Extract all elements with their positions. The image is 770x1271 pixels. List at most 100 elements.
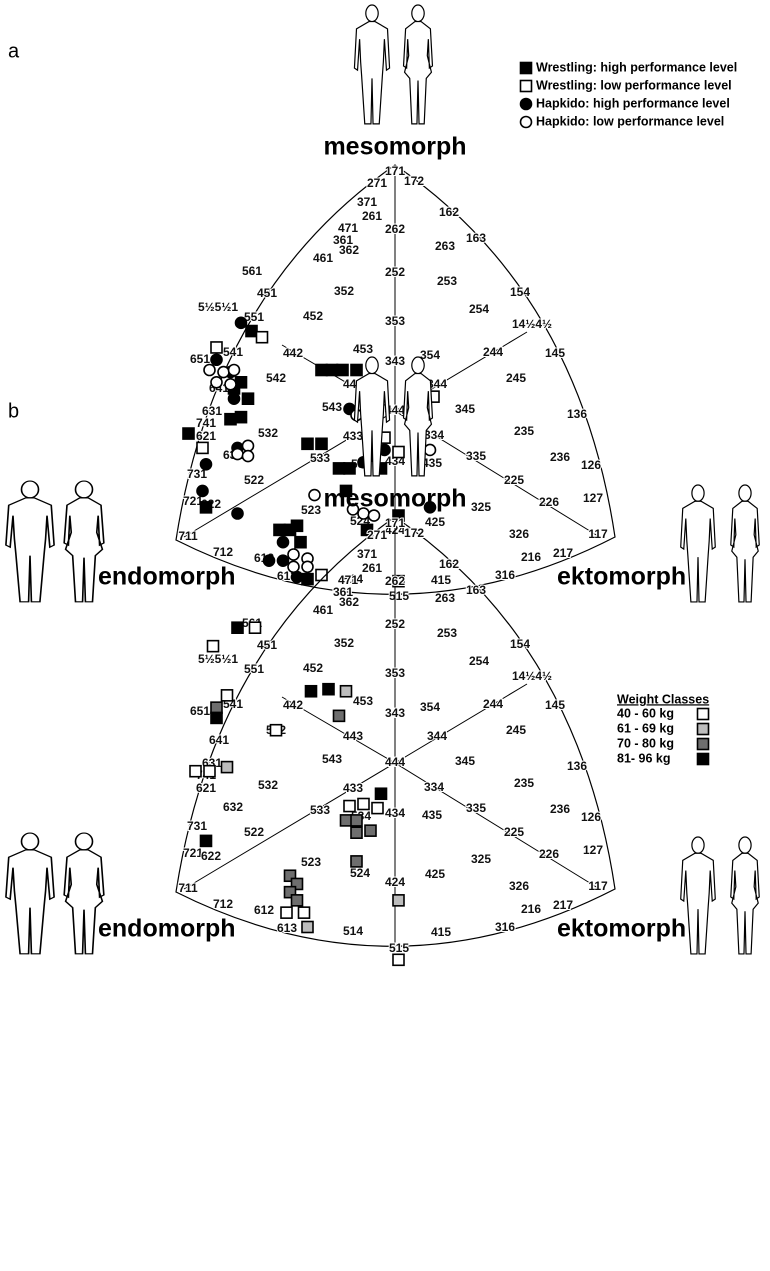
somatotype-label: 651 [190, 704, 210, 718]
point [334, 463, 345, 474]
figure-head [21, 481, 38, 498]
point [232, 622, 243, 633]
legend-marker [521, 81, 532, 92]
point [201, 502, 212, 513]
point [183, 428, 194, 439]
somatotype-label: 453 [353, 342, 373, 356]
point [201, 459, 212, 470]
somatotype-label: 542 [266, 371, 286, 385]
point [243, 440, 254, 451]
point [302, 561, 313, 572]
somatotype-label: 235 [514, 424, 534, 438]
point [197, 485, 208, 496]
somatotype-label: 225 [504, 473, 524, 487]
somatotype-label: 126 [581, 458, 601, 472]
point [211, 354, 222, 365]
somatotype-label: 325 [471, 500, 491, 514]
somatotype-label: 451 [257, 286, 277, 300]
somatotype-label: 263 [435, 239, 455, 253]
somatotype-label: 543 [322, 752, 342, 766]
legend-marker [698, 724, 709, 735]
legend-label: Hapkido: high performance level [536, 96, 730, 110]
somatotype-label: 435 [422, 808, 442, 822]
point [306, 686, 317, 697]
somatotype-label: 335 [466, 801, 486, 815]
point [236, 317, 247, 328]
point [309, 490, 320, 501]
point [264, 555, 275, 566]
somatotype-label: 252 [385, 265, 405, 279]
somatotype-label: 261 [362, 209, 382, 223]
somatotype-label: 253 [437, 274, 457, 288]
point [372, 803, 383, 814]
somatotype-label: 326 [509, 527, 529, 541]
somatotype-label: 244 [483, 697, 503, 711]
point [211, 712, 222, 723]
somatotype-label: 443 [343, 729, 363, 743]
somatotype-label: 621 [196, 429, 216, 443]
somatotype-label: 415 [431, 925, 451, 939]
panel-label: a [8, 40, 20, 62]
somatotype-label: 515 [389, 589, 409, 603]
somatotype-label: 145 [545, 698, 565, 712]
point [278, 555, 289, 566]
somatotype-label: 352 [334, 284, 354, 298]
pole-label: mesomorph [323, 133, 466, 161]
somatotype-label: 362 [339, 243, 359, 257]
figure: a171271172371162261471262163361362263461… [0, 0, 770, 1266]
somatotype-label: 14½4½ [512, 669, 552, 683]
somatotype-label: 235 [514, 776, 534, 790]
point [229, 393, 240, 404]
somatotype-label: 225 [504, 825, 524, 839]
legend-label: Wrestling: high performance level [536, 60, 737, 74]
point [211, 377, 222, 388]
point [337, 365, 348, 376]
somatotype-label: 136 [567, 407, 587, 421]
somatotype-label: 126 [581, 810, 601, 824]
somatotype-label: 353 [385, 666, 405, 680]
somatotype-label: 442 [283, 698, 303, 712]
somatotype-label: 541 [223, 345, 243, 359]
somatotype-label: 621 [196, 781, 216, 795]
somatotype-label: 154 [510, 637, 530, 651]
somatotype-label: 127 [583, 843, 603, 857]
legend-label: 70 - 80 kg [617, 736, 674, 750]
point [351, 856, 362, 867]
somatotype-label: 451 [257, 638, 277, 652]
pole-label: endomorph [98, 563, 236, 591]
point [351, 827, 362, 838]
legend-marker [698, 709, 709, 720]
somatotype-label: 352 [334, 636, 354, 650]
panel-label: b [8, 400, 19, 422]
somatotype-label: 533 [310, 451, 330, 465]
legend-label: Wrestling: low performance level [536, 78, 732, 92]
somatotype-label: 731 [187, 819, 207, 833]
somatotype-label: 253 [437, 626, 457, 640]
point [243, 451, 254, 462]
figure-head [366, 5, 378, 22]
point [302, 574, 313, 585]
somatotype-label: 515 [389, 941, 409, 955]
point [201, 835, 212, 846]
somatotype-label: 163 [466, 583, 486, 597]
somatotype-label: 171 [385, 164, 405, 178]
point [292, 572, 303, 583]
somatotype-label: 172 [404, 174, 424, 188]
point [376, 788, 387, 799]
point [295, 537, 306, 548]
figure-head [412, 5, 424, 22]
point [225, 414, 236, 425]
pole-label: mesomorph [323, 485, 466, 513]
figure-head [692, 837, 704, 853]
point [299, 907, 310, 918]
somatotype-label: 344 [427, 729, 447, 743]
legend-marker [521, 117, 532, 128]
point [229, 365, 240, 376]
somatotype-label: 452 [303, 309, 323, 323]
somatotype-label: 316 [495, 568, 515, 582]
somatotype-label: 613 [277, 921, 297, 935]
somatotype-label: 532 [258, 778, 278, 792]
somatotype-label: 345 [455, 754, 475, 768]
somatotype-label: 171 [385, 516, 405, 530]
point [281, 907, 292, 918]
